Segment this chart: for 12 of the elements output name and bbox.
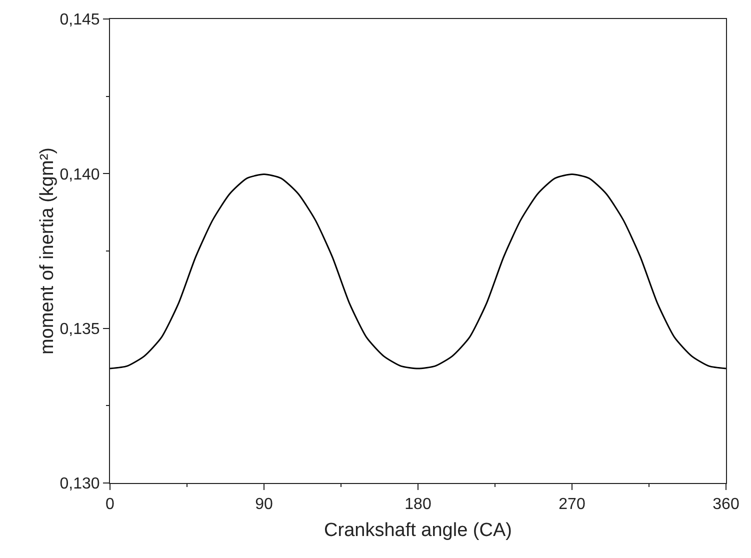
- y-tick-label: 0,145: [60, 12, 100, 29]
- x-tick-label: 180: [404, 496, 432, 514]
- y-tick-label: 0,130: [60, 476, 100, 493]
- x-tick-label: 0: [106, 496, 115, 514]
- x-tick-label: 270: [558, 496, 586, 514]
- y-axis-title: moment of inertia (kgm²): [36, 148, 58, 354]
- x-tick-label: 90: [255, 496, 273, 514]
- line-series: [110, 174, 726, 370]
- y-tick-label: 0,135: [60, 320, 100, 338]
- y-tick-label: 0,140: [60, 166, 100, 184]
- x-axis-title: Crankshaft angle (CA): [324, 520, 512, 541]
- x-tick-label: 360: [712, 496, 740, 514]
